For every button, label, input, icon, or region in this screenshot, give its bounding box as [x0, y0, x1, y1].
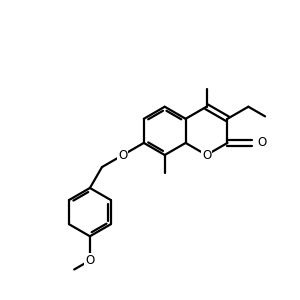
Text: O: O — [85, 254, 94, 267]
Text: O: O — [202, 148, 211, 161]
Text: O: O — [118, 148, 128, 161]
Text: O: O — [257, 136, 267, 149]
